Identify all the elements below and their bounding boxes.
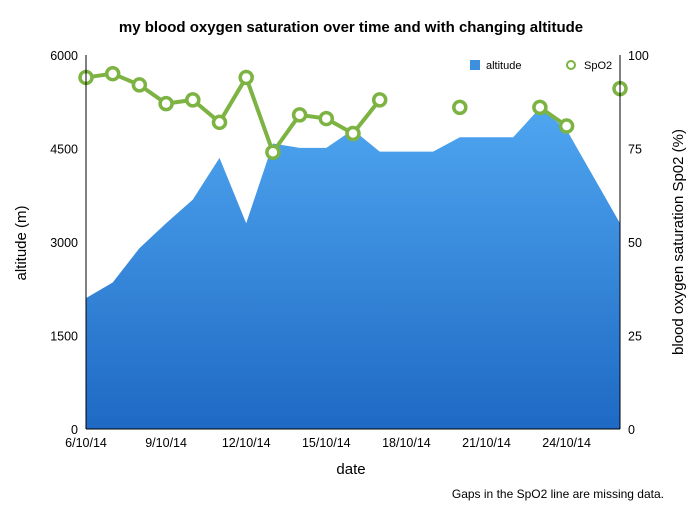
- axes: [85, 55, 621, 430]
- left-axis-label: altitude (m): [13, 205, 30, 280]
- spo2-point: [158, 95, 174, 112]
- spo2-line-segment: [244, 75, 275, 155]
- altitude-area-layer: [86, 107, 620, 429]
- left-tick-label: 4500: [50, 143, 78, 157]
- x-axis-label: date: [336, 461, 365, 478]
- spo2-point: [131, 77, 148, 93]
- x-tick-label: 15/10/14: [302, 436, 351, 450]
- left-tick-label: 3000: [50, 236, 78, 250]
- legend-swatch-altitude: [470, 60, 480, 70]
- spo2-point: [532, 99, 548, 116]
- spo2-point: [345, 125, 361, 142]
- spo2-point: [318, 110, 335, 127]
- right-tick-label: 25: [628, 330, 642, 344]
- x-tick-label: 12/10/14: [222, 436, 271, 450]
- legend-label-spo2: SpO2: [584, 60, 612, 72]
- right-tick-label: 100: [628, 49, 649, 63]
- x-tick-label: 18/10/14: [382, 436, 431, 450]
- x-tick-label: 6/10/14: [65, 436, 107, 450]
- right-tick-label: 0: [628, 423, 635, 437]
- right-tick-label: 50: [628, 236, 642, 250]
- right-axis-label: blood oxygen saturation Sp02 (%): [670, 129, 687, 355]
- spo2-point: [452, 99, 468, 116]
- spo2-point: [265, 144, 281, 160]
- spo2-point: [558, 118, 575, 134]
- right-tick-label: 75: [628, 143, 642, 157]
- spo2-point: [291, 107, 308, 123]
- legend: altitude SpO2: [470, 60, 612, 72]
- left-tick-label: 6000: [50, 49, 78, 63]
- spo2-point: [238, 69, 254, 86]
- spo2-point: [185, 92, 201, 108]
- spo2-point: [211, 114, 228, 131]
- spo2-point: [371, 92, 388, 108]
- x-tick-label: 9/10/14: [145, 436, 187, 450]
- x-tick-label: 21/10/14: [462, 436, 511, 450]
- altitude-area: [86, 107, 620, 429]
- annotation-note: Gaps in the SpO2 line are missing data.: [452, 487, 664, 501]
- tick-labels: 0 1500 3000 4500 6000 0 25 50 75 100 6/10/14 9/10/1…: [50, 49, 649, 450]
- left-tick-label: 1500: [50, 330, 78, 344]
- legend-marker-spo2: [566, 60, 576, 70]
- spo2-line-layer: [78, 65, 628, 160]
- chart-title: my blood oxygen saturation over time and…: [119, 19, 583, 36]
- spo2-point: [104, 65, 121, 82]
- legend-label-altitude: altitude: [486, 60, 521, 72]
- left-tick-label: 0: [71, 423, 78, 437]
- spo2-line-segment: [217, 75, 249, 125]
- x-tick-label: 24/10/14: [542, 436, 591, 450]
